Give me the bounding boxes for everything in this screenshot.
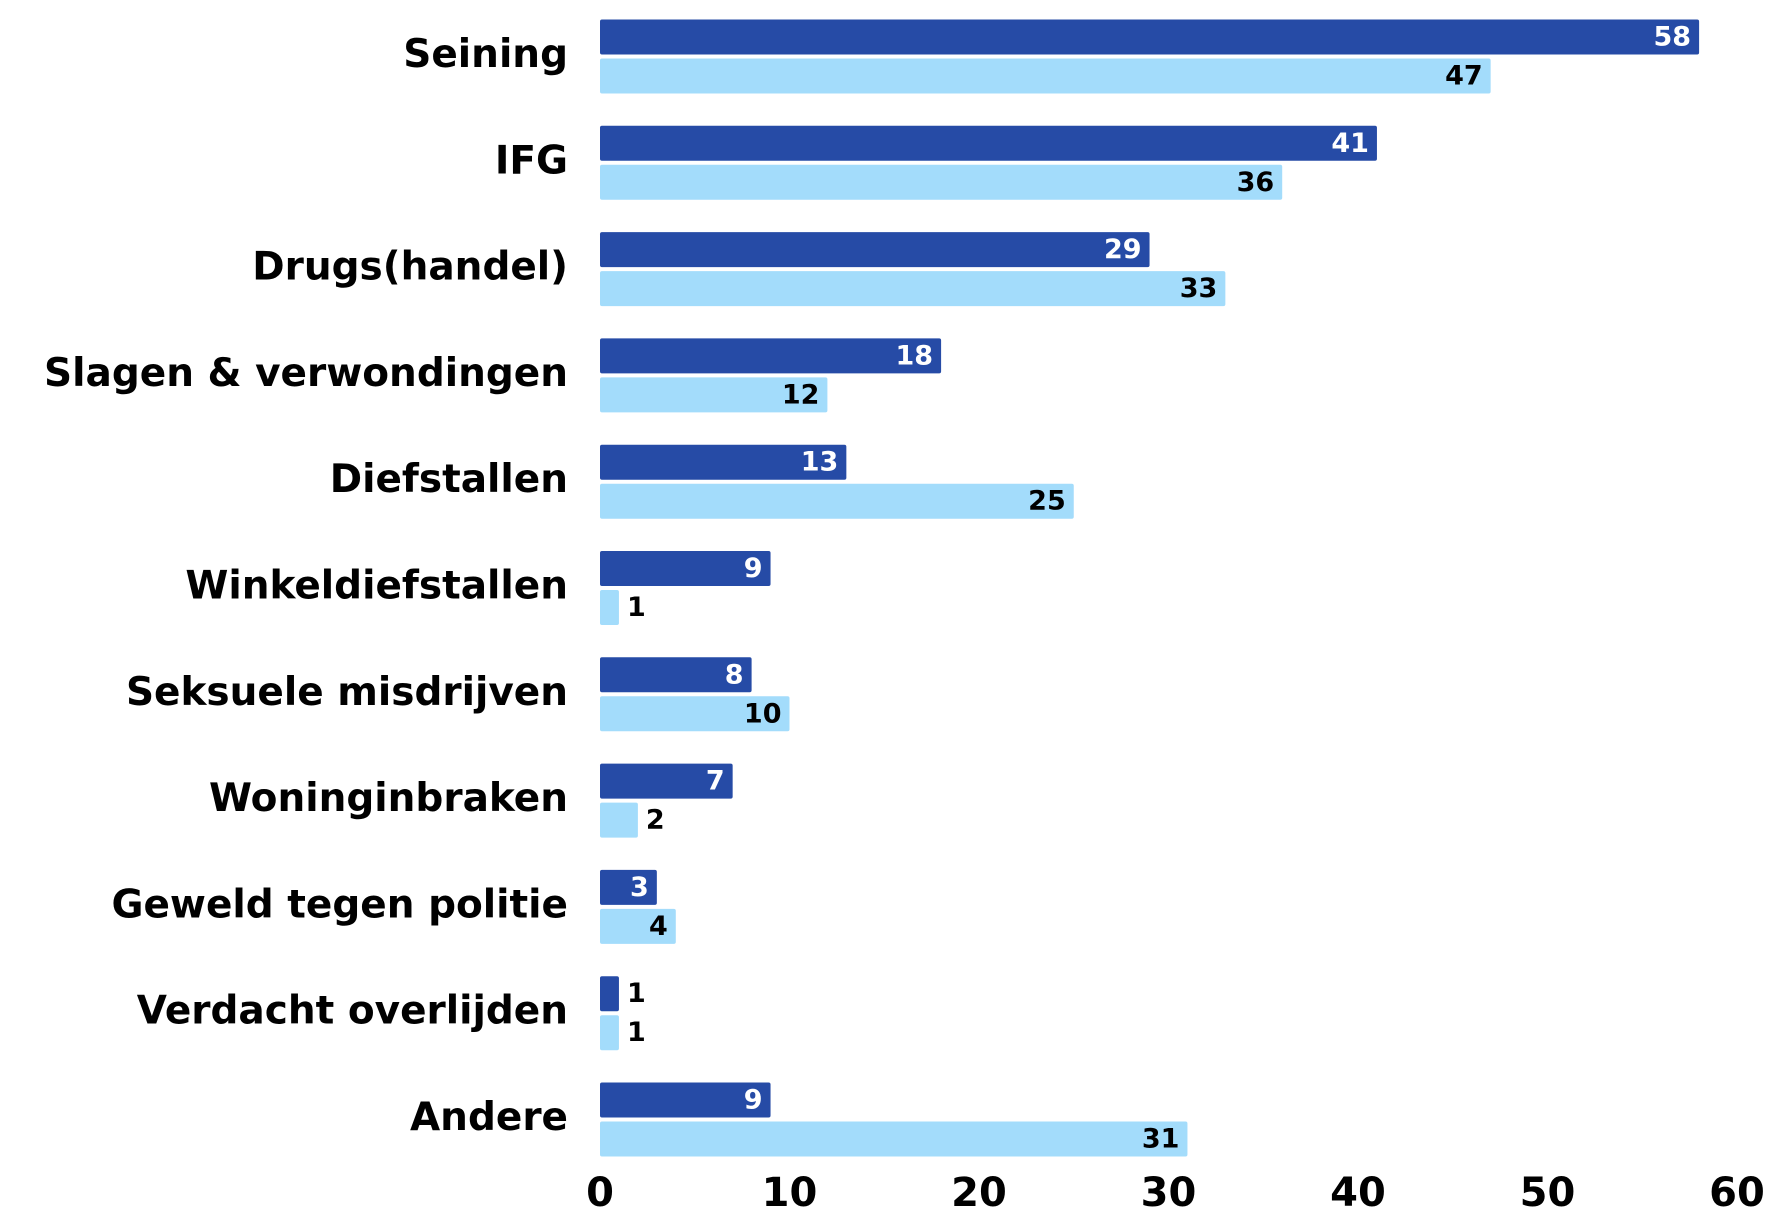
bar (600, 696, 790, 732)
bar (600, 483, 1074, 519)
value-label: 41 (1331, 128, 1369, 159)
bar (600, 444, 847, 480)
category-label: Seining (403, 32, 568, 77)
category-label: Seksuele misdrijven (126, 670, 568, 715)
bar (600, 869, 657, 905)
bar (600, 657, 752, 693)
x-tick-label: 10 (762, 1170, 818, 1209)
x-tick-label: 40 (1330, 1170, 1386, 1209)
value-label: 36 (1237, 167, 1275, 198)
value-label: 4 (649, 911, 668, 942)
bar (600, 763, 733, 799)
bar (600, 551, 771, 586)
value-label: 31 (1142, 1124, 1180, 1155)
bar (600, 338, 942, 374)
value-label: 9 (744, 553, 763, 584)
value-label: 18 (896, 340, 934, 371)
bar (600, 125, 1377, 161)
category-label: Andere (410, 1095, 568, 1140)
value-label: 10 (744, 698, 782, 729)
x-tick-label: 30 (1141, 1170, 1197, 1209)
x-tick-label: 50 (1520, 1170, 1576, 1209)
category-label: IFG (495, 138, 568, 183)
value-label: 2 (646, 805, 665, 836)
category-label: Verdacht overlijden (137, 989, 568, 1034)
bar (600, 271, 1226, 307)
x-tick-label: 0 (586, 1170, 614, 1209)
x-tick-label: 20 (951, 1170, 1007, 1209)
bar (600, 802, 638, 838)
category-label: Slagen & verwondingen (44, 351, 568, 396)
value-label: 12 (782, 379, 820, 410)
bar (600, 58, 1491, 94)
bar (600, 1121, 1188, 1157)
value-label: 7 (706, 766, 725, 797)
value-label: 9 (744, 1085, 763, 1116)
value-label: 1 (627, 978, 646, 1009)
value-label: 25 (1028, 486, 1066, 517)
value-label: 29 (1104, 234, 1142, 265)
category-label: Winkeldiefstallen (185, 564, 568, 609)
bar (600, 1082, 771, 1118)
category-label: Woninginbraken (209, 776, 568, 821)
value-label: 1 (627, 592, 646, 623)
value-label: 33 (1180, 273, 1218, 304)
x-tick-label: 60 (1709, 1170, 1765, 1209)
category-label: Drugs(handel) (252, 245, 568, 290)
bar (600, 908, 676, 944)
value-label: 47 (1445, 61, 1483, 92)
category-label: Geweld tegen politie (111, 882, 568, 927)
value-label: 58 (1654, 22, 1692, 53)
bar (600, 590, 619, 625)
value-label: 8 (725, 659, 744, 690)
bar (600, 976, 619, 1012)
bar (600, 1015, 619, 1051)
value-label: 3 (630, 872, 649, 903)
value-label: 13 (801, 447, 839, 478)
bar (600, 232, 1150, 268)
bar (600, 19, 1700, 55)
bar (600, 377, 828, 413)
bar (600, 164, 1283, 200)
category-label: Diefstallen (330, 457, 568, 502)
value-label: 1 (627, 1017, 646, 1048)
